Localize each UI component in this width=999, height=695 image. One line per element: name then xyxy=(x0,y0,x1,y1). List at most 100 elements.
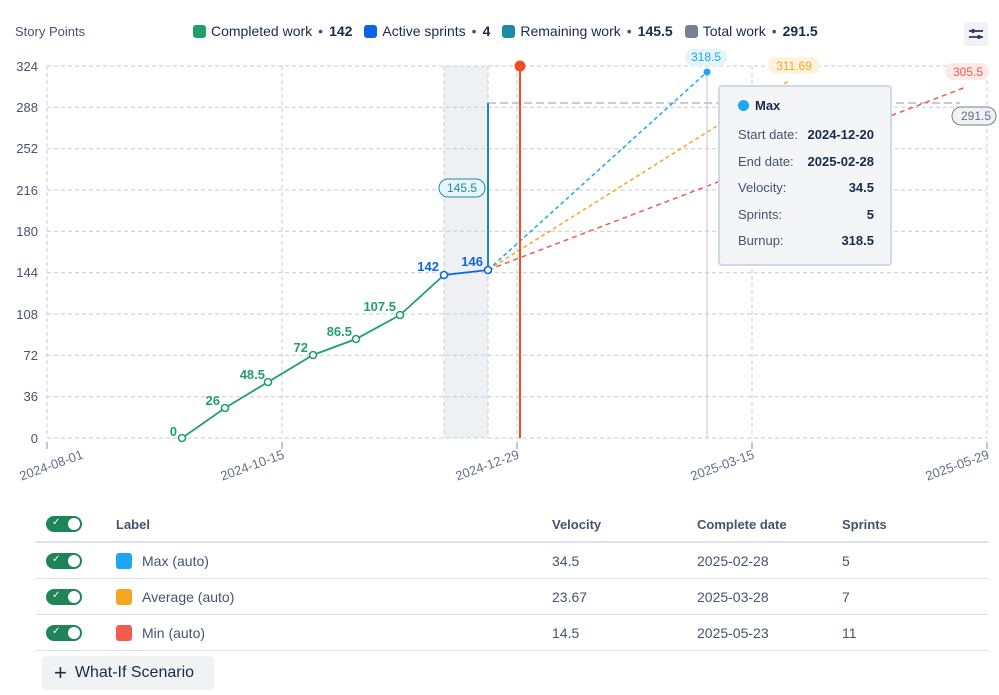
y-axis-title: Story Points xyxy=(15,24,86,39)
svg-text:288: 288 xyxy=(16,100,38,115)
min-end-badge xyxy=(945,63,989,80)
svg-text:305.5: 305.5 xyxy=(953,65,983,79)
table-row: ✓ Average (auto) 23.67 2025-03-28 7 xyxy=(36,579,988,615)
legend-label: Total work xyxy=(702,23,766,39)
legend-completed-work[interactable]: Completed work • 142 xyxy=(193,23,352,39)
separator: • xyxy=(471,23,477,39)
svg-text:216: 216 xyxy=(16,183,38,198)
legend-label: Active sprints xyxy=(382,23,466,39)
max-end-point[interactable] xyxy=(703,68,711,76)
tooltip-title: Max xyxy=(738,98,780,113)
svg-text:0: 0 xyxy=(170,424,177,439)
label-cell: Min (auto) xyxy=(116,615,205,650)
color-swatch xyxy=(116,624,132,641)
total-work-badge xyxy=(951,106,997,126)
legend-remaining-work[interactable]: Remaining work • 145.5 xyxy=(502,23,673,39)
table-row: ✓ Max (auto) 34.5 2025-02-28 5 xyxy=(36,543,988,579)
svg-text:0: 0 xyxy=(31,431,38,446)
chart-settings-button[interactable] xyxy=(964,22,988,46)
max-end-badge xyxy=(685,49,727,66)
plus-icon: + xyxy=(54,660,67,685)
header-complete-date: Complete date xyxy=(697,516,787,532)
svg-text:108: 108 xyxy=(16,307,38,322)
svg-text:252: 252 xyxy=(16,141,38,156)
sprints-cell: 5 xyxy=(842,552,850,569)
header-label: Label xyxy=(116,516,150,532)
svg-text:2025-05-29: 2025-05-29 xyxy=(923,447,991,484)
completed-points[interactable] xyxy=(177,310,405,443)
legend-active-sprints[interactable]: Active sprints • 4 xyxy=(364,23,490,39)
svg-text:107.5: 107.5 xyxy=(363,299,396,314)
velocity-cell: 14.5 xyxy=(552,624,580,641)
svg-text:324: 324 xyxy=(16,59,38,74)
legend-swatch xyxy=(364,24,378,38)
today-marker-dot[interactable] xyxy=(514,60,526,72)
active-sprints-line xyxy=(443,269,489,276)
active-points[interactable] xyxy=(439,265,493,280)
active-point-labels: 142 146 xyxy=(417,254,483,274)
table-header: ✓ Label Velocity Complete date Sprints xyxy=(36,507,988,543)
remaining-work-badge xyxy=(438,178,486,198)
legend-value: 291.5 xyxy=(782,23,818,39)
complete-date-cell: 2025-02-28 xyxy=(697,552,769,569)
projection-tooltip: Max Start date: 2024-12-20 End date: 2025-… xyxy=(718,85,892,266)
label-cell: Max (auto) xyxy=(116,543,209,578)
active-sprint-band xyxy=(444,66,488,438)
svg-text:318.5: 318.5 xyxy=(691,50,721,64)
y-axis-ticks: 324 288 252 216 180 144 108 72 36 0 xyxy=(16,59,38,446)
legend-value: 145.5 xyxy=(637,23,673,39)
svg-text:180: 180 xyxy=(16,224,38,239)
separator: • xyxy=(626,23,632,39)
completed-point-labels: 0 26 48.5 72 86.5 107.5 xyxy=(170,299,396,439)
toggle-knob xyxy=(68,518,80,530)
toggle-all[interactable]: ✓ xyxy=(46,516,82,532)
toggle-min[interactable]: ✓ xyxy=(46,624,82,641)
check-icon: ✓ xyxy=(52,517,61,528)
legend-swatch xyxy=(684,24,698,38)
legend-swatch xyxy=(502,24,516,38)
tooltip-row-burnup: Burnup: 318.5 xyxy=(738,233,874,248)
x-axis-tickmarks xyxy=(46,442,988,449)
forecast-table: ✓ Label Velocity Complete date Sprints ✓… xyxy=(36,507,988,651)
tooltip-row-sprints: Sprints: 5 xyxy=(738,207,874,222)
sprints-cell: 11 xyxy=(842,624,857,641)
color-swatch xyxy=(116,588,132,605)
toggle-knob xyxy=(68,626,80,639)
what-if-scenario-button[interactable]: + What-If Scenario xyxy=(42,656,214,690)
check-icon: ✓ xyxy=(52,553,61,565)
check-icon: ✓ xyxy=(52,589,61,601)
separator: • xyxy=(318,23,324,39)
sliders-icon xyxy=(969,29,983,39)
tooltip-row-velocity: Velocity: 34.5 xyxy=(738,180,874,195)
svg-text:2025-03-15: 2025-03-15 xyxy=(688,447,756,484)
toggle-knob xyxy=(68,590,80,603)
svg-text:2024-08-01: 2024-08-01 xyxy=(17,447,85,484)
svg-text:146: 146 xyxy=(461,254,483,269)
svg-text:2024-12-29: 2024-12-29 xyxy=(453,447,521,484)
complete-date-cell: 2025-05-23 xyxy=(697,624,769,641)
legend-label: Completed work xyxy=(211,23,313,39)
svg-text:145.5: 145.5 xyxy=(447,181,477,195)
legend-total-work[interactable]: Total work • 291.5 xyxy=(684,23,818,39)
svg-text:144: 144 xyxy=(16,265,38,280)
legend-swatch xyxy=(193,24,206,38)
toggle-max[interactable]: ✓ xyxy=(46,552,82,569)
svg-text:72: 72 xyxy=(24,348,38,363)
burnup-chart: 324 288 252 216 180 144 108 72 36 0 2024… xyxy=(16,49,997,484)
average-end-badge xyxy=(768,57,820,74)
table-row: ✓ Min (auto) 14.5 2025-05-23 11 xyxy=(36,615,988,651)
svg-text:142: 142 xyxy=(417,259,439,274)
color-swatch xyxy=(116,552,132,569)
toggle-average[interactable]: ✓ xyxy=(46,588,82,605)
header-velocity: Velocity xyxy=(552,516,602,532)
header-sprints: Sprints xyxy=(842,516,887,532)
tooltip-row-end-date: End date: 2025-02-28 xyxy=(738,154,874,169)
svg-text:291.5: 291.5 xyxy=(961,109,991,123)
sprints-cell: 7 xyxy=(842,588,850,605)
max-color-dot xyxy=(738,100,749,111)
x-axis-ticks: 2024-08-01 2024-10-15 2024-12-29 2025-03… xyxy=(17,447,991,484)
label-cell: Average (auto) xyxy=(116,579,234,614)
legend-value: 4 xyxy=(482,23,491,39)
svg-text:86.5: 86.5 xyxy=(327,324,352,339)
velocity-cell: 34.5 xyxy=(552,552,580,569)
